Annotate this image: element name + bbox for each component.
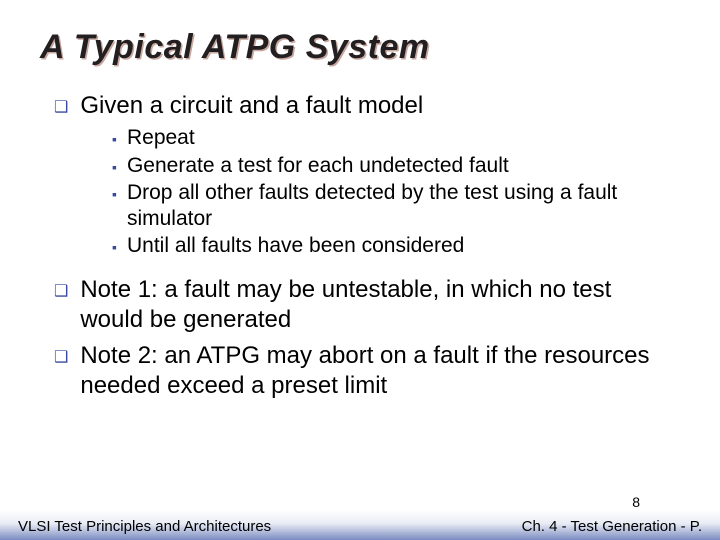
spacer [40,261,680,269]
square-small-icon: ▪ [112,159,117,176]
bullet-level2: ▪ Repeat [112,125,680,151]
footer-bar: VLSI Test Principles and Architectures C… [0,510,720,540]
footer-right-text: Ch. 4 - Test Generation - P. [522,518,702,535]
page-number: 8 [632,494,640,510]
square-small-icon: ▪ [112,186,117,203]
square-small-icon: ▪ [112,239,117,256]
square-outline-icon: ❑ [54,98,68,118]
bullet-level2: ▪ Generate a test for each undetected fa… [112,153,680,179]
bullet-text: Given a circuit and a fault model [80,91,680,121]
square-outline-icon: ❑ [54,348,68,368]
bullet-level1: ❑ Given a circuit and a fault model [54,91,680,121]
square-outline-icon: ❑ [54,282,68,302]
footer-left-text: VLSI Test Principles and Architectures [18,518,271,535]
slide-title: A Typical ATPG System [40,28,680,67]
square-small-icon: ▪ [112,131,117,148]
bullet-level2: ▪ Until all faults have been considered [112,233,680,259]
bullet-text: Until all faults have been considered [127,233,647,259]
slide: A Typical ATPG System ❑ Given a circuit … [0,0,720,540]
bullet-level1: ❑ Note 1: a fault may be untestable, in … [54,275,680,335]
bullet-level2: ▪ Drop all other faults detected by the … [112,180,680,231]
bullet-level1: ❑ Note 2: an ATPG may abort on a fault i… [54,341,680,401]
bullet-text: Note 2: an ATPG may abort on a fault if … [80,341,680,401]
bullet-text: Repeat [127,125,647,151]
bullet-text: Drop all other faults detected by the te… [127,180,647,231]
bullet-text: Note 1: a fault may be untestable, in wh… [80,275,680,335]
bullet-text: Generate a test for each undetected faul… [127,153,647,179]
